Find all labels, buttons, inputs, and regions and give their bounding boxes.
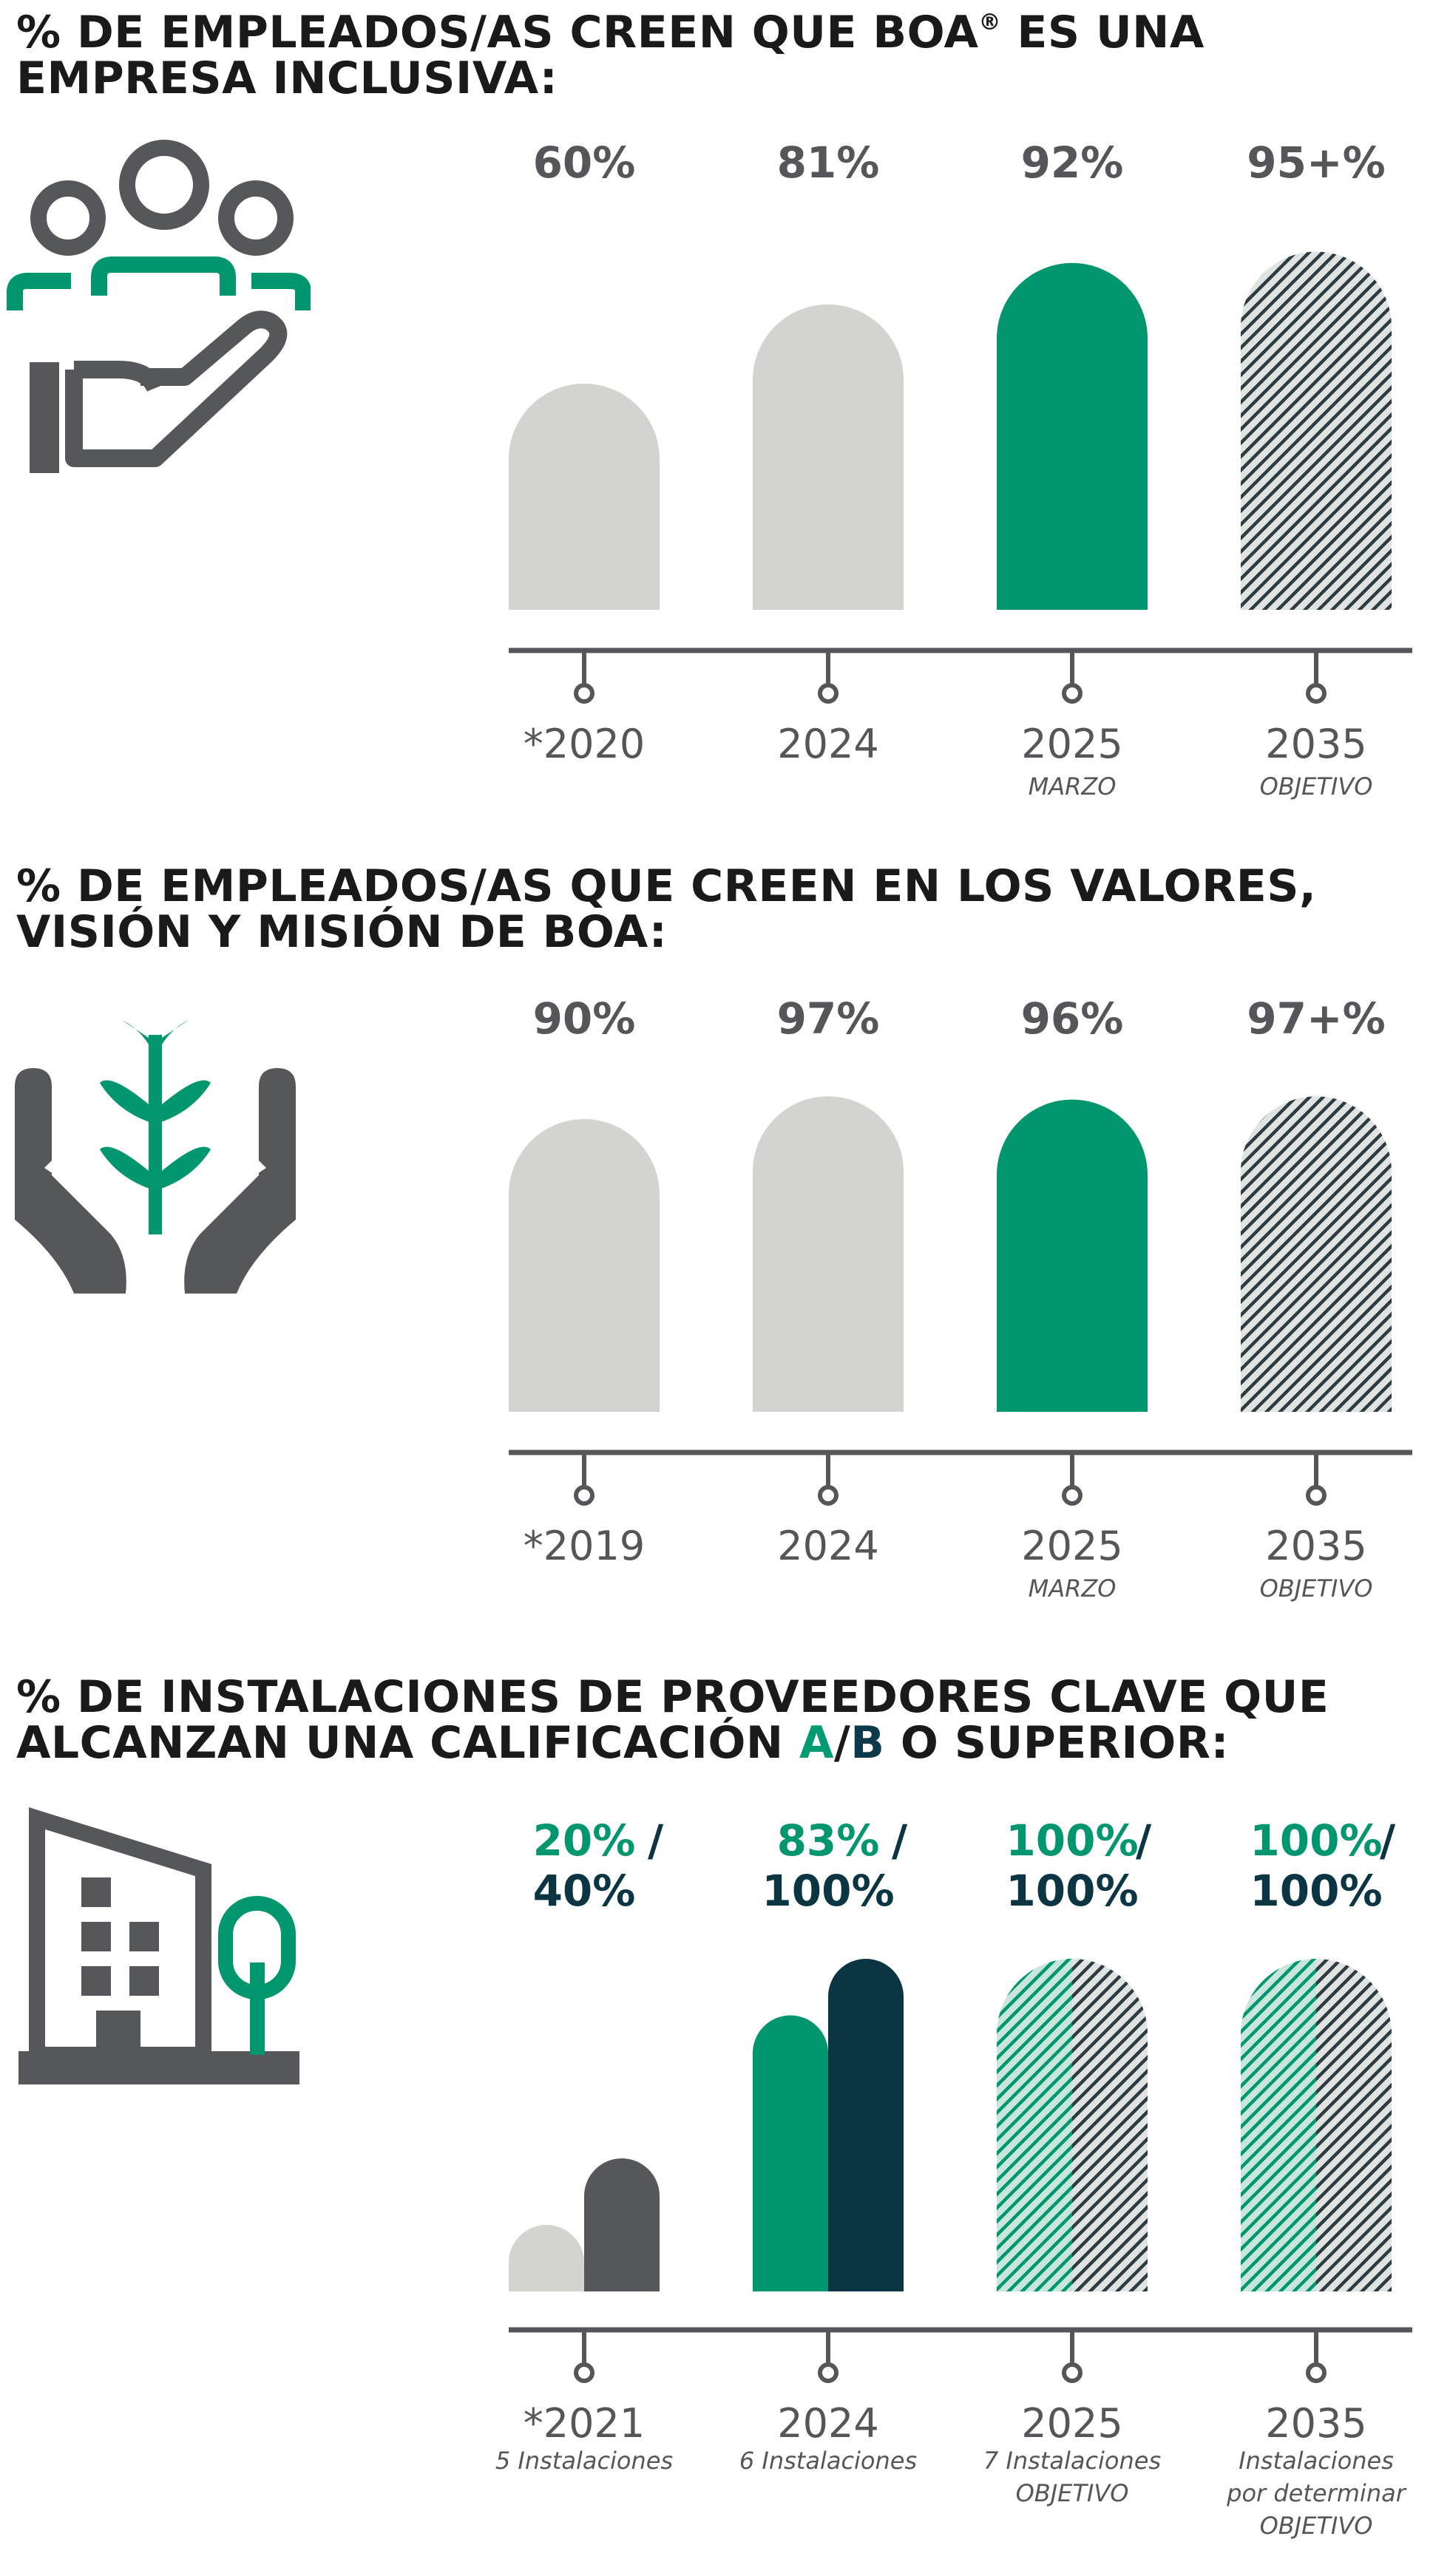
tick-sublabel: OBJETIVO (1016, 2479, 1129, 2507)
axis-marker (1306, 2362, 1327, 2383)
section-1-title: % DE EMPLEADOS/AS CREEN QUE BOA® ES UNA … (16, 7, 1205, 104)
tick-sublabel: OBJETIVO (1260, 772, 1373, 801)
bar-b-2024 (828, 1959, 904, 2291)
tick-sublabel: por determinar (1226, 2479, 1407, 2507)
value-label-a: 83% (777, 1815, 880, 1866)
axis-marker (574, 683, 594, 704)
bar-2019 (509, 1119, 660, 1412)
section-3-title: % DE INSTALACIONES DE PROVEEDORES CLAVE … (16, 1671, 1329, 1769)
axis-marker (1062, 2362, 1083, 2383)
tick-label: 2024 (777, 721, 878, 767)
value-label: 96% (1021, 993, 1124, 1044)
value-label: 97% (777, 993, 880, 1044)
bar-2025 (997, 1099, 1148, 1412)
value-separator: / (648, 1815, 664, 1866)
axis-marker (574, 2362, 594, 2383)
tick-sublabel: Instalaciones (1239, 2447, 1394, 2475)
tick-label: *2019 (524, 1523, 645, 1569)
bar-2024 (753, 304, 904, 610)
bar-a-2035 (1241, 1959, 1316, 2291)
axis-marker (1062, 1485, 1083, 1506)
tick-label: *2020 (524, 721, 645, 767)
value-label: 90% (533, 993, 636, 1044)
bar-2035 (1241, 1096, 1392, 1412)
value-label: 97+% (1247, 993, 1385, 1044)
building-tree-icon (18, 1807, 299, 2084)
value-separator: / (892, 1815, 908, 1866)
chart-values: 90% *2019 97% 2024 96% 2025 MARZO 97+% 2035 OBJET… (509, 993, 1412, 1603)
value-label-b: 100% (1250, 1866, 1382, 1916)
bar-2020 (509, 384, 660, 610)
tick-sublabel: OBJETIVO (1260, 2512, 1373, 2540)
value-label: 60% (533, 137, 636, 188)
axis-marker (1306, 1485, 1327, 1506)
tick-label: 2035 (1265, 1523, 1366, 1569)
tick-sublabel: OBJETIVO (1260, 1574, 1373, 1603)
chart-inclusive: 60% *2020 81% 2024 92% 2025 MARZO 95+% 2035 OBJET… (509, 137, 1412, 801)
value-label-b: 100% (762, 1866, 894, 1916)
plant-in-hands-icon (15, 1019, 296, 1294)
axis-marker (1306, 683, 1327, 704)
axis-marker (818, 2362, 839, 2383)
tick-label: *2021 (524, 2400, 645, 2447)
bar-a-2024 (753, 2015, 828, 2291)
tick-label: 2025 (1021, 2400, 1122, 2447)
value-label-a: 20% (533, 1815, 636, 1866)
tick-label: 2035 (1265, 721, 1366, 767)
tick-sublabel: MARZO (1029, 772, 1117, 801)
value-label-a: 100% (1250, 1815, 1382, 1866)
value-label-b: 40% (533, 1866, 636, 1916)
tick-label: 2024 (777, 2400, 878, 2447)
bar-2025 (997, 262, 1148, 610)
bar-a-2025 (997, 1959, 1072, 2291)
tick-sublabel: 5 Instalaciones (495, 2447, 673, 2475)
axis-marker (818, 683, 839, 704)
axis-marker (574, 1485, 594, 1506)
value-label: 81% (777, 137, 880, 188)
bar-b-2035 (1316, 1959, 1392, 2291)
axis-marker (1062, 683, 1083, 704)
value-separator: / (1136, 1815, 1152, 1866)
tick-sublabel: MARZO (1029, 1574, 1117, 1603)
axis-marker (818, 1485, 839, 1506)
bar-b-2021 (584, 2158, 660, 2291)
value-label: 92% (1021, 137, 1124, 188)
tick-label: 2035 (1265, 2400, 1366, 2447)
tick-label: 2024 (777, 1523, 878, 1569)
tick-label: 2025 (1021, 721, 1122, 767)
people-in-hand-icon (7, 140, 311, 473)
value-label-a: 100% (1006, 1815, 1138, 1866)
value-separator: / (1380, 1815, 1396, 1866)
tick-sublabel: 7 Instalaciones (983, 2447, 1161, 2475)
tick-sublabel: 6 Instalaciones (739, 2447, 917, 2475)
bar-2035 (1241, 251, 1392, 610)
bar-a-2021 (509, 2225, 584, 2291)
value-label-b: 100% (1006, 1866, 1138, 1916)
bar-b-2025 (1072, 1959, 1148, 2291)
value-label: 95+% (1247, 137, 1385, 188)
bar-2024 (753, 1096, 904, 1412)
section-2-title: % DE EMPLEADOS/AS QUE CREEN EN LOS VALOR… (16, 860, 1317, 958)
tick-label: 2025 (1021, 1523, 1122, 1569)
